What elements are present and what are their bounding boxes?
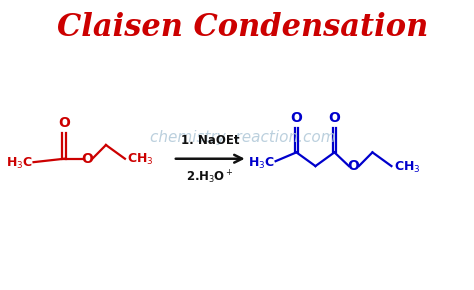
- Text: H$_3$C: H$_3$C: [248, 156, 275, 171]
- Text: CH$_3$: CH$_3$: [394, 160, 420, 175]
- Text: O: O: [81, 152, 93, 166]
- Text: H$_3$C: H$_3$C: [6, 156, 33, 171]
- Text: 2.H$_3$O$^+$: 2.H$_3$O$^+$: [186, 169, 234, 186]
- Text: O: O: [58, 116, 70, 130]
- Text: 1. NaOEt: 1. NaOEt: [181, 134, 239, 147]
- Text: chemistry  reaction.com: chemistry reaction.com: [150, 130, 336, 145]
- Text: O: O: [347, 159, 359, 173]
- Text: O: O: [328, 111, 340, 125]
- Text: O: O: [291, 111, 302, 125]
- Text: Claisen Condensation: Claisen Condensation: [57, 12, 428, 43]
- Text: CH$_3$: CH$_3$: [127, 152, 154, 167]
